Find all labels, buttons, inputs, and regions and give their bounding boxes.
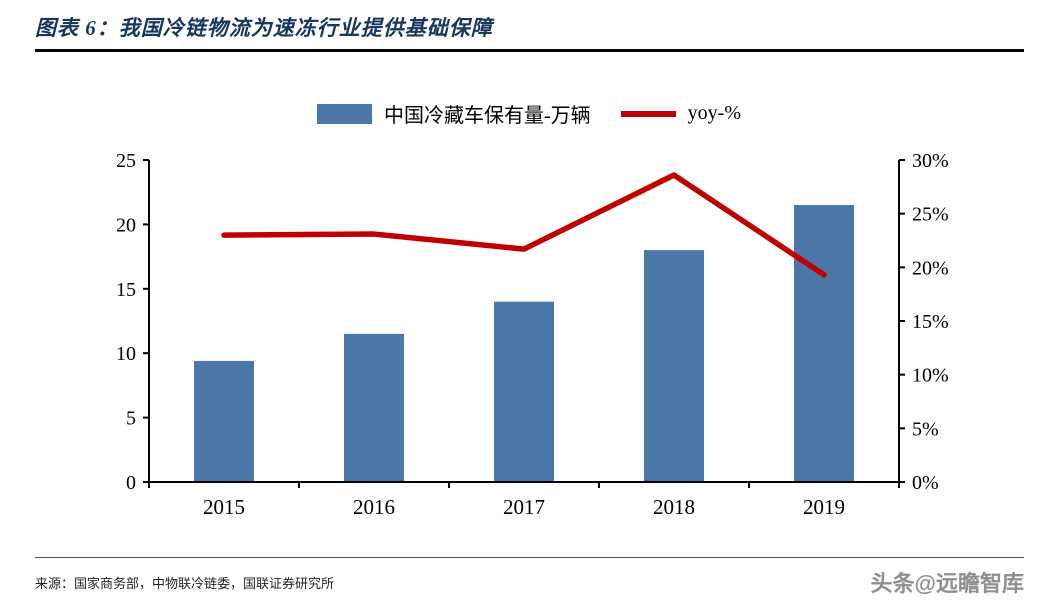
watermark: 头条@远瞻智库: [870, 571, 1024, 596]
svg-text:5: 5: [126, 408, 136, 430]
chart-area: 0 5 10 15 20 25 0% 5% 10% 15% 20% 25% 30% 2015 2016 201…: [79, 140, 979, 545]
svg-text:2019: 2019: [803, 495, 845, 519]
svg-text:2018: 2018: [653, 495, 695, 519]
figure-title: 图表 6：我国冷链物流为速冻行业提供基础保障: [35, 16, 493, 40]
svg-text:20%: 20%: [912, 257, 949, 279]
svg-text:30%: 30%: [912, 150, 949, 172]
svg-text:0%: 0%: [912, 472, 939, 494]
svg-text:25: 25: [116, 150, 136, 172]
figure-footer: 来源：国家商务部，中物联冷链委，国联证券研究所 头条@远瞻智库: [35, 557, 1024, 598]
svg-text:0: 0: [126, 472, 136, 494]
legend-item-bar: 中国冷藏车保有量-万辆: [317, 99, 591, 128]
bar-series-swatch-icon: [317, 103, 372, 124]
line-series-label: yoy-%: [687, 102, 741, 124]
chart-legend: 中国冷藏车保有量-万辆 yoy-%: [0, 99, 1058, 128]
figure-header: 图表 6：我国冷链物流为速冻行业提供基础保障: [35, 12, 1024, 52]
bar-series-label: 中国冷藏车保有量-万辆: [384, 105, 591, 127]
svg-text:15%: 15%: [912, 311, 949, 333]
svg-text:5%: 5%: [912, 418, 939, 440]
svg-text:20: 20: [116, 214, 136, 236]
legend-item-line: yoy-%: [620, 102, 741, 125]
svg-text:2016: 2016: [353, 495, 395, 519]
source-note: 来源：国家商务部，中物联冷链委，国联证券研究所: [35, 575, 335, 591]
svg-text:10%: 10%: [912, 365, 949, 387]
svg-text:2015: 2015: [203, 495, 245, 519]
combo-chart-svg: 0 5 10 15 20 25 0% 5% 10% 15% 20% 25% 30% 2015 2016 201…: [116, 150, 949, 519]
svg-text:2017: 2017: [503, 495, 545, 519]
svg-text:15: 15: [116, 279, 136, 301]
svg-text:25%: 25%: [912, 204, 949, 226]
svg-text:10: 10: [116, 343, 136, 365]
line-series-swatch-icon: [620, 110, 676, 117]
